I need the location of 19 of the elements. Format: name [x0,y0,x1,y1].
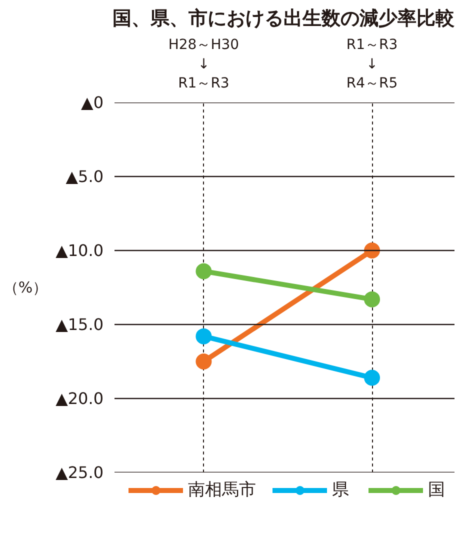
y-tick-label: ▲5.0 [66,167,104,186]
y-axis-title: （%） [3,278,48,296]
point [196,354,212,370]
x-tick-label: H28～H30 ↓ R1～R3 [168,37,240,92]
point [196,263,212,280]
point [196,328,212,344]
y-tick-label: ▲0 [81,93,104,112]
y-tick-label: ▲25.0 [56,463,104,482]
legend-label: 国 [428,479,446,501]
point [364,370,380,386]
point [364,242,380,258]
x-tick-label: R1～R3 ↓ R4～R5 [346,37,398,92]
y-tick-label: ▲20.0 [56,389,104,408]
point [364,291,380,308]
chart-title: 国、県、市における出生数の減少率比較 [112,8,456,30]
legend-label: 県 [332,479,350,501]
y-tick-label: ▲15.0 [56,315,104,334]
y-tick-label: ▲10.0 [56,241,104,260]
legend-label: 南相馬市 [188,479,256,501]
